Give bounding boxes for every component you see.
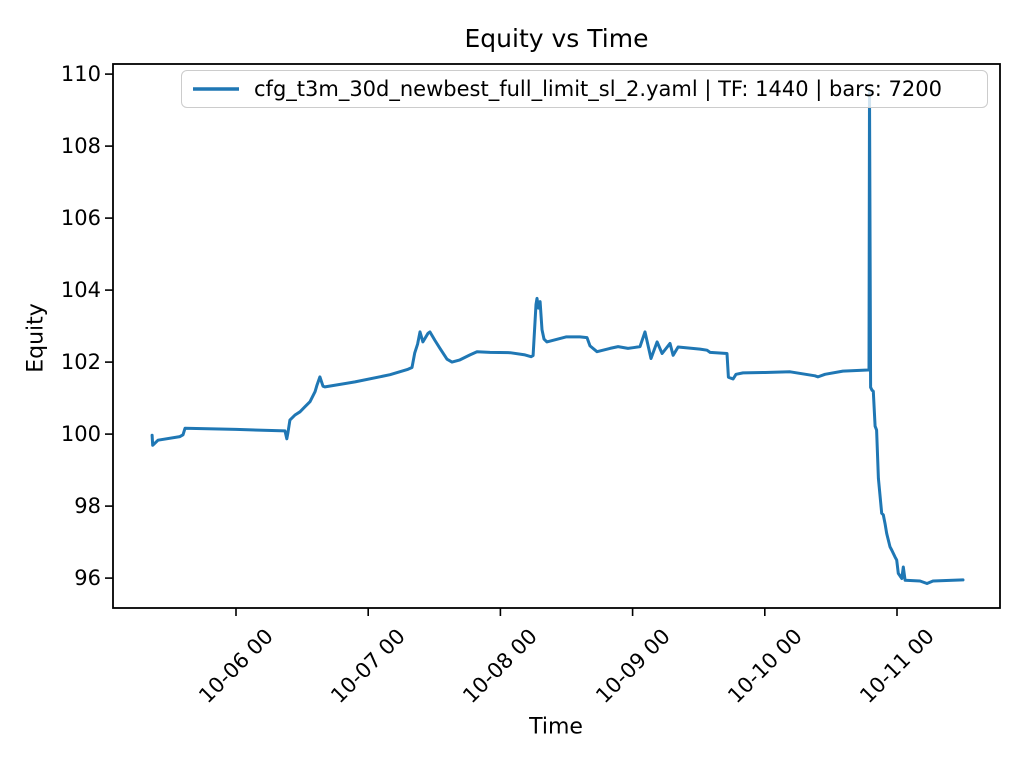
- legend-line-icon: [193, 87, 239, 91]
- y-tick-label: 104: [60, 278, 101, 302]
- y-tick-label: 96: [74, 566, 101, 590]
- legend: cfg_t3m_30d_newbest_full_limit_sl_2.yaml…: [181, 70, 988, 108]
- plot-border: [112, 63, 1001, 609]
- chart-title: Equity vs Time: [464, 24, 649, 53]
- y-tick-label: 108: [60, 134, 101, 158]
- y-tick-label: 102: [60, 350, 101, 374]
- legend-label: cfg_t3m_30d_newbest_full_limit_sl_2.yaml…: [254, 77, 942, 101]
- y-tick-label: 106: [60, 206, 101, 230]
- y-tick-label: 98: [74, 494, 101, 518]
- equity-line: [150, 90, 965, 585]
- y-tick-label: 100: [60, 422, 101, 446]
- x-axis-label: Time: [529, 714, 583, 740]
- y-tick-label: 110: [60, 62, 101, 86]
